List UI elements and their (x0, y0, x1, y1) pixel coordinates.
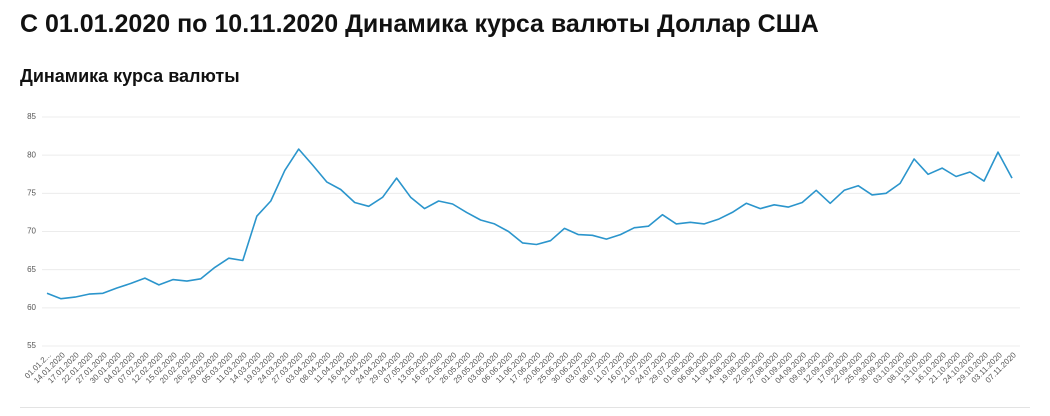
y-tick-label: 65 (27, 265, 36, 274)
divider (20, 407, 1030, 408)
y-tick-label: 75 (27, 188, 36, 197)
y-tick-label: 80 (27, 150, 36, 159)
line (46, 148, 1013, 300)
y-tick-label: 55 (27, 341, 36, 350)
y-tick-label: 60 (27, 303, 36, 312)
y-tick-label: 85 (27, 112, 36, 121)
y-tick-label: 70 (27, 227, 36, 236)
page-title: С 01.01.2020 по 10.11.2020 Динамика курс… (20, 10, 819, 38)
chart-title: Динамика курса валюты (20, 66, 240, 86)
